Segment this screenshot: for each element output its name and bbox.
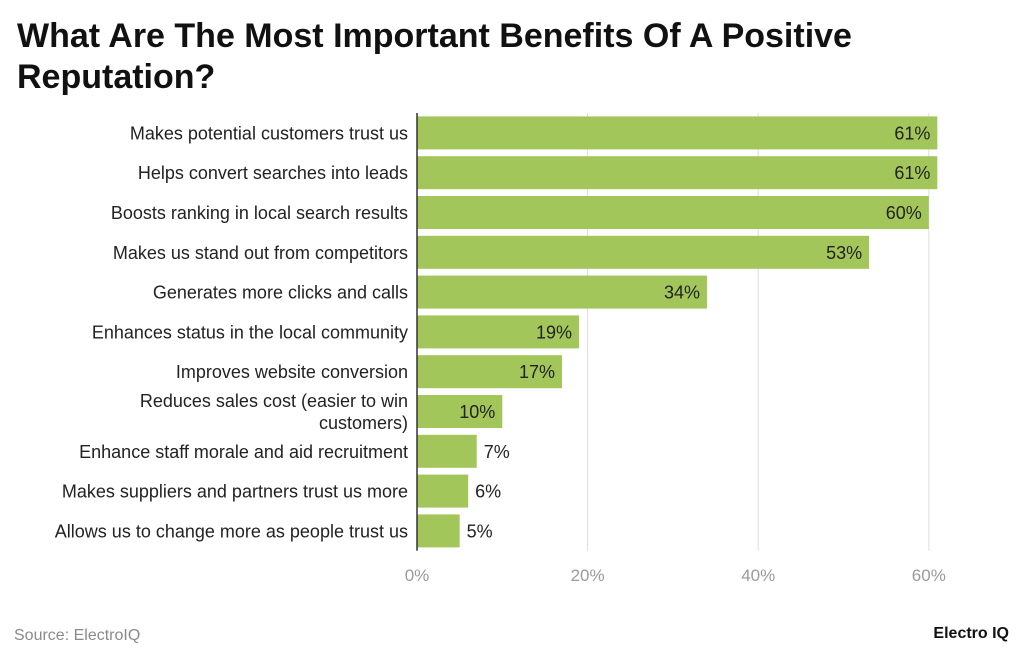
bars <box>417 116 938 548</box>
value-label: 61% <box>894 123 930 143</box>
category-label: Makes suppliers and partners trust us mo… <box>62 482 408 502</box>
bar <box>417 514 460 548</box>
x-tick-label: 20% <box>571 566 605 585</box>
x-tick-label: 40% <box>741 566 775 585</box>
category-label: Makes us stand out from competitors <box>113 243 408 263</box>
category-label: Helps convert searches into leads <box>138 163 408 183</box>
bar <box>417 275 708 309</box>
category-label: Enhance staff morale and aid recruitment <box>79 442 408 462</box>
bar <box>417 474 469 508</box>
category-label: Boosts ranking in local search results <box>111 203 408 223</box>
bar <box>417 116 938 150</box>
value-labels: 61% 61% 60% 53% 34% 19% 17% 10% 7% 6% 5% <box>459 123 930 541</box>
x-tick-label: 60% <box>912 566 946 585</box>
category-label: Makes potential customers trust us <box>130 123 408 143</box>
bar <box>417 315 580 349</box>
value-label: 6% <box>475 482 501 502</box>
bar <box>417 395 503 428</box>
brand-logo: Electro IQ <box>933 625 1009 642</box>
value-label: 34% <box>664 283 700 303</box>
value-label: 17% <box>519 362 555 382</box>
value-label: 7% <box>484 442 510 462</box>
value-label: 19% <box>536 322 572 342</box>
value-label: 10% <box>459 402 495 422</box>
x-tick-label: 0% <box>405 566 430 585</box>
value-label: 5% <box>467 521 493 541</box>
x-axis-ticks: 0% 20% 40% 60% <box>405 566 946 585</box>
source-note: Source: ElectroIQ <box>14 627 141 644</box>
value-label: 60% <box>886 203 922 223</box>
bar <box>417 434 477 468</box>
bar <box>417 355 563 389</box>
bar <box>417 235 870 269</box>
category-label: Reduces sales cost (easier to win custome… <box>140 391 408 433</box>
category-label: Enhances status in the local community <box>92 322 408 342</box>
value-label: 53% <box>826 243 862 263</box>
value-label: 61% <box>894 163 930 183</box>
chart-title: What Are The Most Important Benefits Of … <box>17 17 852 96</box>
category-labels: Makes potential customers trust us Helps … <box>55 123 408 541</box>
category-label: Allows us to change more as people trust… <box>55 521 408 541</box>
bar <box>417 196 929 229</box>
bar <box>417 156 938 190</box>
category-label: Generates more clicks and calls <box>153 283 408 303</box>
category-label: Improves website conversion <box>176 362 408 382</box>
